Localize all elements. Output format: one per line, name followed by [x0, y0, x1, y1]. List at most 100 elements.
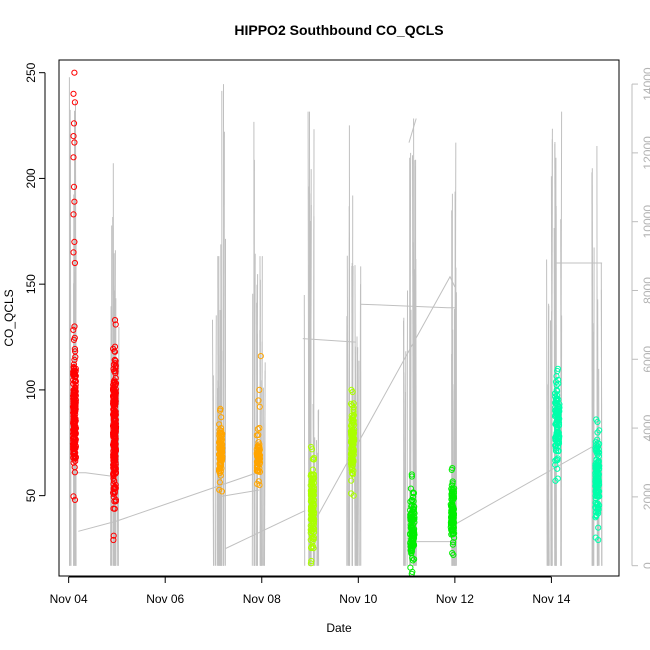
- data-point: [348, 465, 355, 472]
- data-point: [255, 439, 262, 446]
- data-point: [552, 412, 559, 419]
- series-nov-09-10-segment: [307, 386, 358, 567]
- data-point: [216, 421, 223, 428]
- data-point: [255, 397, 262, 404]
- data-point: [449, 519, 456, 526]
- data-point: [407, 498, 414, 505]
- data-point: [217, 437, 224, 444]
- y-tick-label: 200: [24, 168, 38, 188]
- data-point: [310, 488, 317, 495]
- data-point: [592, 534, 599, 541]
- altitude-transit-line: [314, 275, 456, 522]
- data-point: [253, 464, 260, 471]
- data-point: [449, 550, 456, 557]
- data-point: [112, 321, 119, 328]
- data-point: [309, 466, 316, 473]
- data-point: [594, 418, 601, 425]
- data-point: [348, 490, 355, 497]
- data-point: [407, 564, 414, 571]
- data-point: [256, 403, 263, 410]
- x-axis-label: Date: [326, 621, 352, 635]
- data-point: [255, 450, 262, 457]
- data-point: [309, 481, 316, 488]
- data-point: [111, 451, 118, 458]
- altitude-spike-line: [69, 218, 72, 566]
- data-point: [71, 420, 78, 427]
- data-point: [218, 414, 225, 421]
- data-point: [449, 494, 456, 502]
- data-point: [310, 475, 317, 482]
- altitude-transit-line: [71, 472, 113, 477]
- y-axis-right: 0 2000 4000 6000 8000 10000 12000 14000: [631, 67, 650, 569]
- altitude-spike-line: [74, 169, 77, 566]
- data-point: [410, 489, 417, 496]
- data-point: [112, 484, 119, 491]
- data-point: [348, 469, 355, 476]
- data-point: [217, 451, 225, 459]
- data-point: [593, 512, 600, 519]
- data-point: [70, 441, 77, 448]
- data-point: [111, 498, 118, 505]
- data-point: [216, 465, 223, 472]
- data-point: [254, 442, 261, 449]
- data-point: [348, 416, 355, 424]
- data-point: [592, 447, 599, 454]
- data-point: [72, 454, 79, 461]
- data-point: [554, 395, 561, 402]
- data-point: [554, 475, 561, 482]
- data-point: [349, 438, 356, 445]
- data-point: [70, 183, 78, 190]
- data-point: [408, 548, 416, 555]
- data-point: [217, 447, 225, 454]
- altitude-transit-line: [360, 303, 455, 309]
- data-point: [71, 139, 78, 146]
- data-point: [409, 557, 416, 564]
- data-point: [410, 493, 417, 501]
- data-point: [71, 323, 78, 330]
- data-point: [71, 496, 79, 503]
- altitude-spike-line: [546, 259, 548, 566]
- data-point: [451, 534, 458, 541]
- data-point: [553, 456, 560, 463]
- chart-title: HIPPO2 Southbound CO_QCLS: [234, 22, 443, 38]
- altitude-transit-line: [408, 118, 417, 143]
- data-point: [411, 514, 418, 521]
- altitude-spike-line: [550, 176, 553, 566]
- data-point: [552, 407, 559, 414]
- data-point: [70, 133, 77, 140]
- data-point: [594, 459, 601, 466]
- data-point: [111, 442, 118, 449]
- data-point: [309, 507, 316, 514]
- data-point: [254, 458, 261, 466]
- y-tick-label: 150: [24, 274, 38, 294]
- data-point: [310, 525, 317, 532]
- data-point: [70, 401, 77, 408]
- data-point: [71, 373, 79, 380]
- data-point: [71, 469, 79, 476]
- data-point: [348, 477, 355, 484]
- data-point: [408, 471, 415, 478]
- data-point: [592, 444, 599, 452]
- data-point: [254, 426, 261, 433]
- data-point: [217, 433, 225, 440]
- x-tick-label: Nov 10: [339, 592, 377, 606]
- x-tick-label: Nov 04: [50, 592, 88, 606]
- data-point: [216, 486, 223, 493]
- data-point: [111, 391, 118, 398]
- data-point: [71, 99, 79, 106]
- data-point: [348, 422, 355, 429]
- data-point: [218, 443, 225, 450]
- data-point: [112, 496, 120, 503]
- data-point: [410, 535, 418, 542]
- data-point: [307, 560, 314, 567]
- plot-frame: [58, 59, 620, 577]
- data-point: [408, 496, 415, 504]
- data-point: [348, 444, 355, 451]
- data-point: [450, 527, 457, 534]
- data-point: [309, 514, 316, 522]
- data-point: [257, 353, 264, 360]
- data-point: [110, 378, 117, 386]
- data-point: [308, 521, 315, 528]
- data-point: [593, 456, 600, 463]
